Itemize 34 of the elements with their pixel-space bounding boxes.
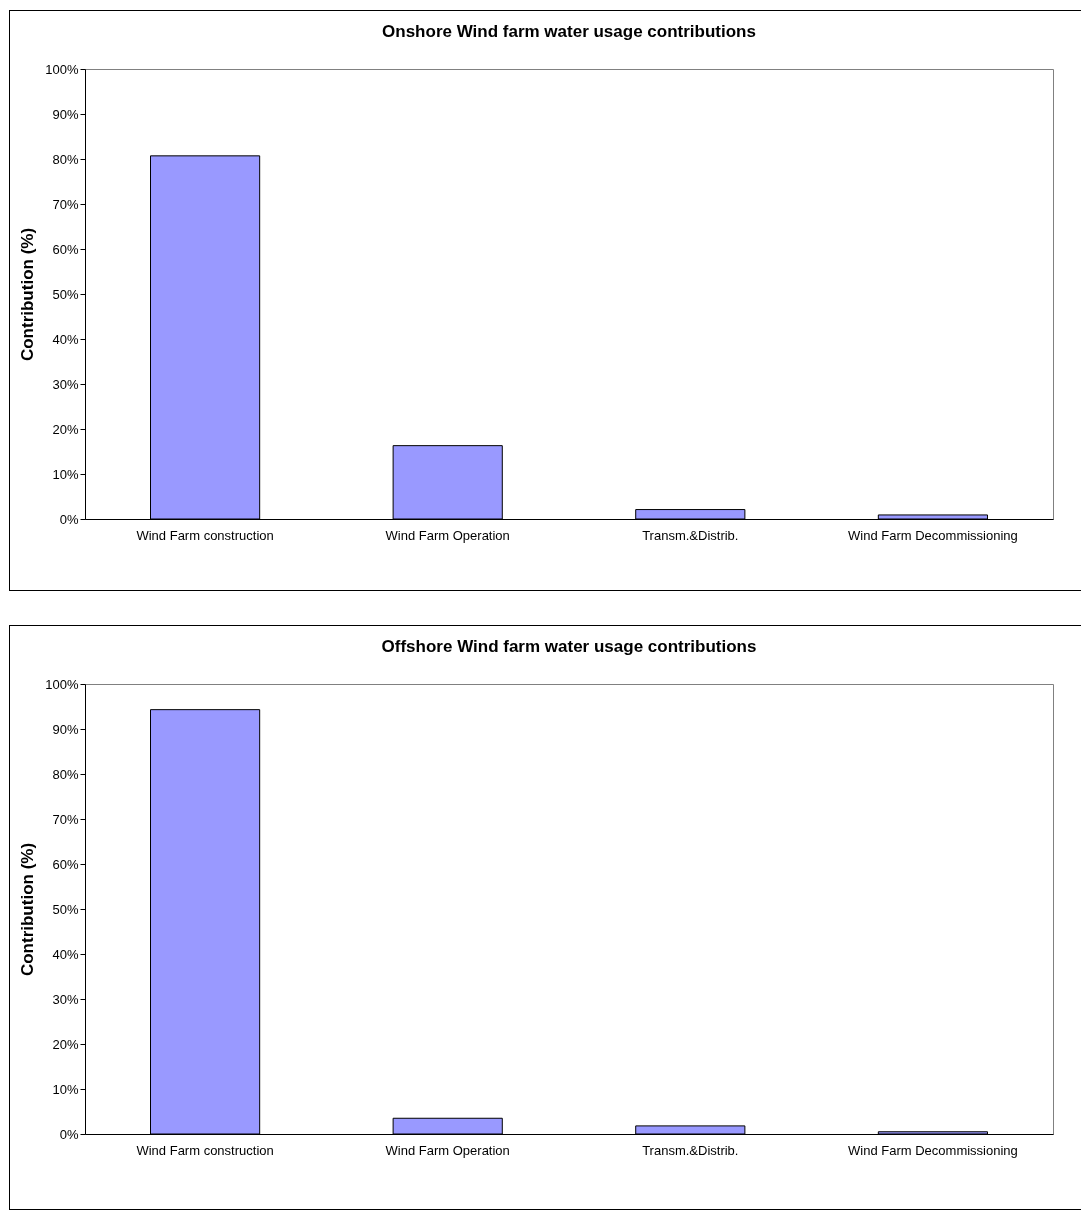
x-tick-label: Wind Farm Operation bbox=[385, 1142, 510, 1158]
x-tick-label: Wind Farm Decommissioning bbox=[848, 1142, 1018, 1158]
y-tick-label: 90% bbox=[52, 721, 79, 737]
y-tick-label: 20% bbox=[52, 1036, 79, 1052]
y-tick-label: 40% bbox=[52, 946, 79, 962]
x-tick-label: Wind Farm construction bbox=[136, 1142, 274, 1158]
y-tick-label: 70% bbox=[52, 811, 79, 827]
y-tick-label: 0% bbox=[59, 1126, 79, 1142]
y-tick-label: 60% bbox=[52, 241, 79, 257]
y-tick-label: 50% bbox=[52, 286, 79, 302]
y-tick-label: 20% bbox=[52, 421, 79, 437]
y-tick-label: 90% bbox=[52, 106, 79, 122]
y-tick-label: 70% bbox=[52, 196, 79, 212]
y-tick-label: 30% bbox=[52, 376, 79, 392]
y-tick-label: 30% bbox=[52, 991, 79, 1007]
y-tick-label: 60% bbox=[52, 856, 79, 872]
chart-title: Onshore Wind farm water usage contributions bbox=[382, 22, 756, 41]
y-axis-title: Contribution (%) bbox=[18, 842, 38, 977]
y-axis-title: Contribution (%) bbox=[18, 227, 38, 362]
y-tick-label: 50% bbox=[52, 901, 79, 917]
x-tick-label: Wind Farm Decommissioning bbox=[848, 527, 1018, 543]
x-tick-label: Wind Farm Operation bbox=[385, 527, 510, 543]
y-tick-label: 10% bbox=[52, 1081, 79, 1097]
y-tick-label: 100% bbox=[45, 676, 79, 692]
x-tick-label: Transm.&Distrib. bbox=[642, 527, 739, 543]
x-tick-label: Wind Farm construction bbox=[136, 527, 274, 543]
y-tick-label: 0% bbox=[59, 511, 79, 527]
y-tick-label: 100% bbox=[45, 61, 79, 77]
x-tick-label: Transm.&Distrib. bbox=[642, 1142, 739, 1158]
y-tick-label: 40% bbox=[52, 331, 79, 347]
chart-title: Offshore Wind farm water usage contributions bbox=[381, 637, 757, 656]
y-tick-label: 80% bbox=[52, 766, 79, 782]
y-tick-label: 80% bbox=[52, 151, 79, 167]
y-tick-label: 10% bbox=[52, 466, 79, 482]
